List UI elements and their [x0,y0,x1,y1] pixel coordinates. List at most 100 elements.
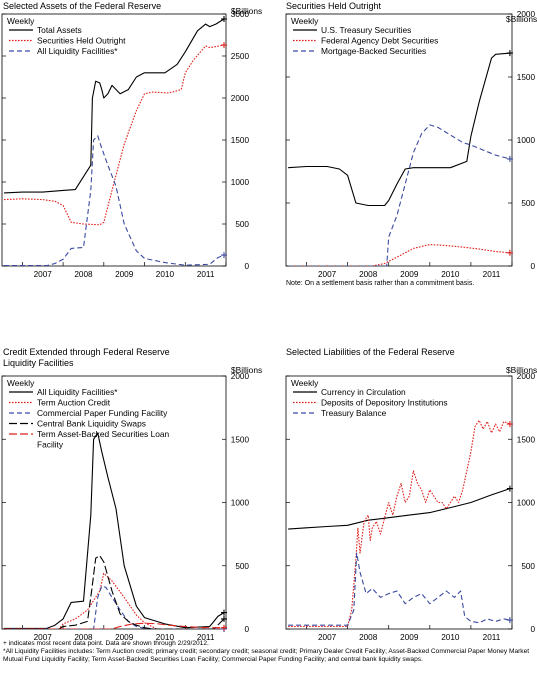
series-line [4,555,225,629]
legend-label-cont: Facility [37,440,64,450]
x-tick-label: 2011 [483,633,501,642]
legend-label: Securities Held Outright [37,36,126,46]
y-tick-label: 1000 [517,499,536,508]
legend-label: Term Asset-Backed Securities Loan [37,429,170,439]
latest-point-marker [221,252,227,259]
series-line [4,585,224,629]
chart-title: Securities Held Outright [286,1,382,11]
y-tick-label: 0 [244,262,249,271]
legend-label: Treasury Balance [321,408,387,418]
frequency-label: Weekly [291,378,319,388]
x-tick-label: 2009 [400,270,419,279]
legend-label: Mortgage-Backed Securities [321,46,426,56]
chart-title-line-1: Credit Extended through Federal Reserve [3,347,170,357]
x-tick-label: 2011 [197,633,215,642]
frequency-label: Weekly [7,378,35,388]
y-tick-label: 2000 [517,10,536,19]
x-tick-label: 2007 [318,270,337,279]
legend-label: Total Assets [37,25,82,35]
x-tick-label: 2010 [441,270,460,279]
y-tick-label: 2000 [517,372,536,381]
chart-title: Selected Assets of the Federal Reserve [3,1,161,11]
x-tick-label: 2008 [359,633,378,642]
legend-label: Currency in Circulation [321,387,406,397]
chart-panel-1: Selected Assets of the Federal Reserve $B… [1,1,262,279]
y-tick-label: 1500 [231,136,250,145]
series-line [4,135,225,266]
y-tick-label: 0 [530,262,535,271]
unit-label: $Billions [506,365,537,375]
chart-panel-3: Credit Extended through Federal ReserveL… [1,347,262,642]
x-tick-label: 2008 [74,270,93,279]
series-line [288,124,511,266]
latest-point-marker [506,617,513,624]
chart-panel-2: Securities Held Outright $Billions 0 500 100… [285,1,537,287]
series-line [4,432,225,629]
latest-point-marker [221,624,227,631]
plot-frame [285,375,513,630]
latest-point-marker [221,615,227,622]
y-tick-label: 1500 [231,435,250,444]
y-tick-label: 3000 [231,10,250,19]
x-tick-label: 2010 [441,633,460,642]
unit-label: $Billions [231,365,262,375]
latest-point-marker [506,155,513,162]
legend-label: Federal Agency Debt Securities [321,36,438,46]
series-line [4,572,224,629]
series-line [288,552,511,626]
x-tick-label: 2009 [400,633,419,642]
x-tick-label: 2008 [74,633,93,642]
footnote-latest-point: + indicates most recent data point. Data… [3,640,209,647]
latest-point-marker [506,421,513,428]
x-tick-label: 2010 [156,633,175,642]
unit-label: $Billions [231,6,262,16]
frequency-label: Weekly [7,16,35,26]
y-tick-label: 0 [244,625,249,634]
footnote-liquidity-facilities: *All Liquidity Facilities includes: Term… [3,648,530,664]
frequency-label: Weekly [291,16,319,26]
series-line [3,44,225,226]
y-tick-label: 2000 [231,94,250,103]
legend-label: Term Auction Credit [37,398,111,408]
x-tick-label: 2007 [34,270,53,279]
y-tick-label: 0 [530,625,535,634]
series-line [288,244,510,266]
y-tick-label: 2000 [231,372,250,381]
series-line [288,488,511,530]
x-tick-label: 2007 [34,633,53,642]
y-tick-label: 500 [235,220,249,229]
legend-label: U.S. Treasury Securities [321,25,411,35]
chart-title-line-2: Liquidity Facilities [3,358,74,368]
y-tick-label: 1500 [517,73,536,82]
latest-point-marker [506,249,513,256]
chart-note: Note: On a settlement basis rather than … [286,280,474,287]
x-tick-label: 2011 [197,270,215,279]
y-tick-label: 1500 [517,435,536,444]
y-tick-label: 500 [521,562,535,571]
series-line [288,419,511,628]
legend-label: Central Bank Liquidity Swaps [37,419,146,429]
latest-point-marker [221,42,227,49]
y-tick-label: 1000 [231,178,250,187]
series-line [288,52,510,207]
y-tick-label: 500 [521,199,535,208]
x-tick-label: 2009 [115,270,134,279]
series-line [3,18,225,194]
footnotes: + indicates most recent data point. Data… [3,640,535,665]
x-tick-label: 2009 [115,633,134,642]
latest-point-marker [506,485,513,492]
chart-title: Selected Liabilities of the Federal Rese… [286,347,455,357]
y-tick-label: 1000 [517,136,536,145]
legend-label: All Liquidity Facilities* [37,46,118,56]
latest-point-marker [221,609,227,616]
latest-point-marker [506,50,513,57]
latest-point-marker [221,16,227,22]
unit-label: $Billions [506,14,537,24]
x-tick-label: 2008 [359,270,378,279]
legend-label: All Liquidity Facilities* [37,387,118,397]
x-tick-label: 2007 [318,633,337,642]
x-tick-label: 2011 [483,270,501,279]
y-tick-label: 2500 [231,52,250,61]
chart-panel-4: Selected Liabilities of the Federal Rese… [285,347,537,642]
